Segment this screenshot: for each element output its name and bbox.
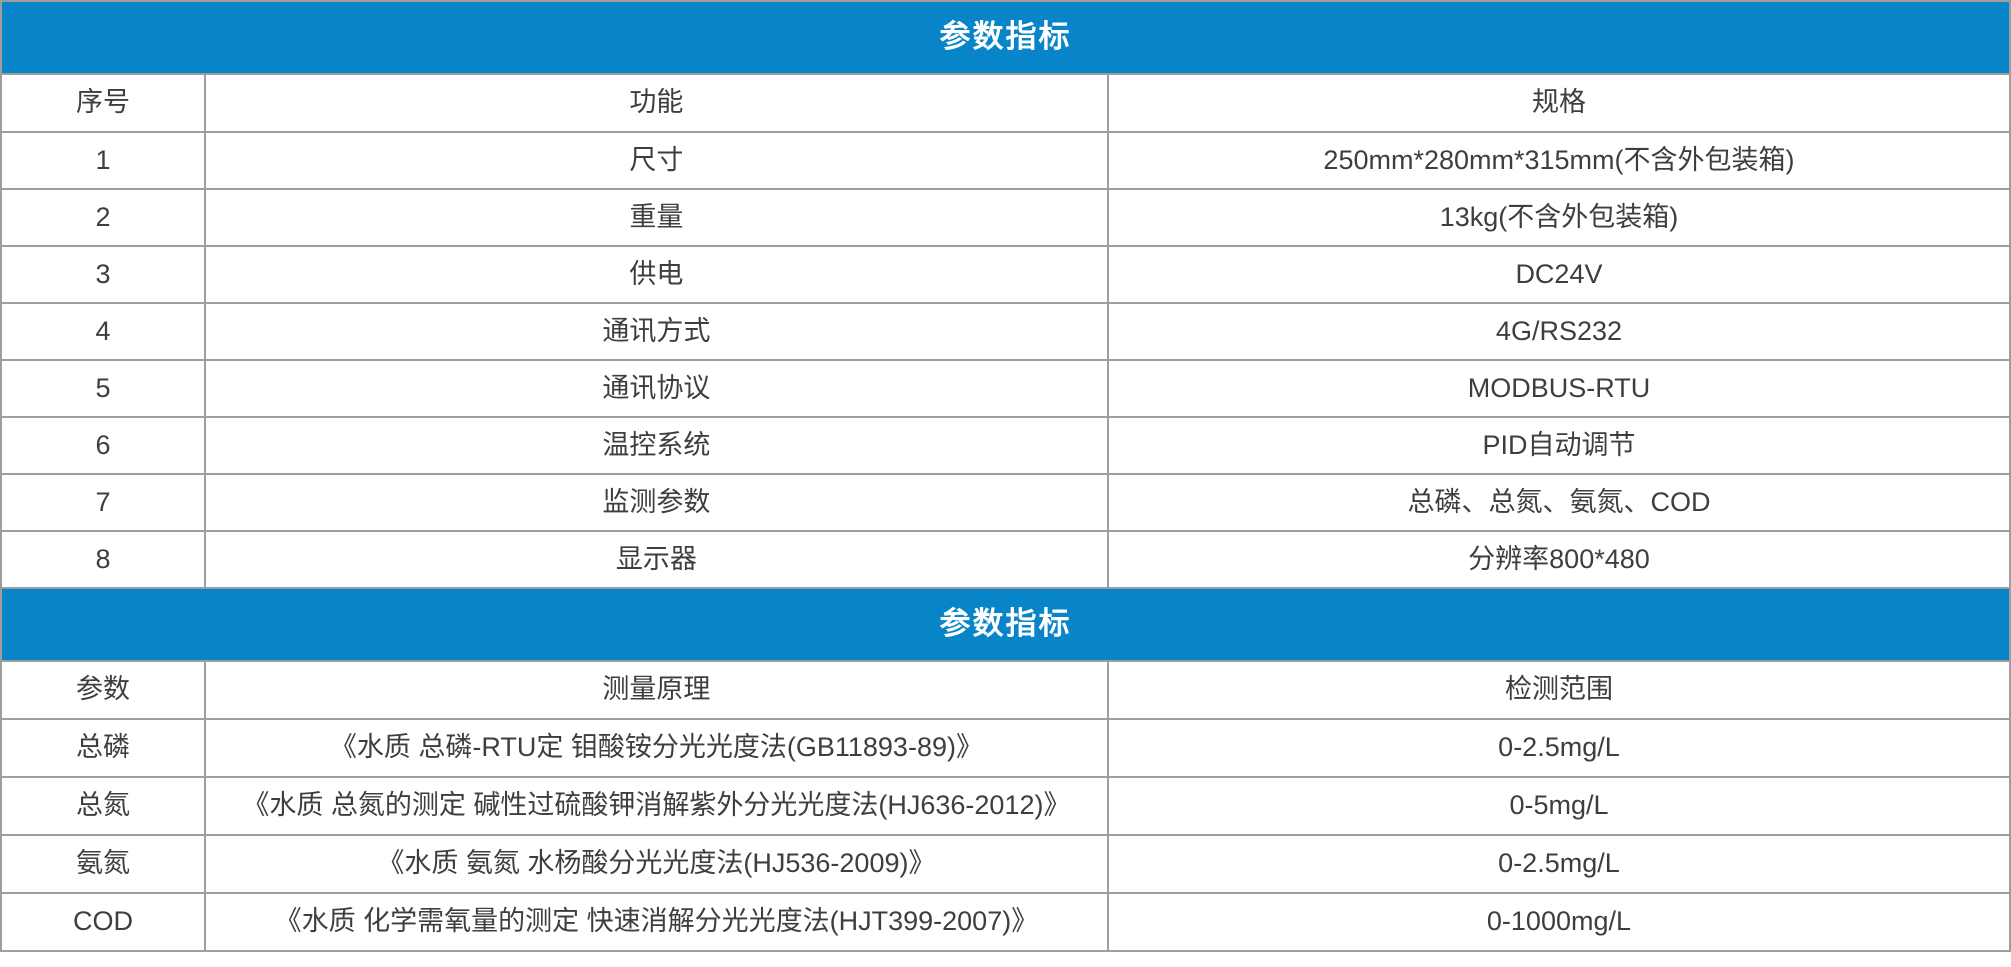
table-row: 氨氮 《水质 氨氮 水杨酸分光光度法(HJ536-2009)》 0-2.5mg/…: [0, 834, 2011, 894]
table-cell: 0-1000mg/L: [1106, 892, 2011, 952]
table-cell: 2: [0, 188, 206, 247]
table-cell: 总氮: [0, 776, 206, 836]
table-cell: 通讯协议: [203, 359, 1109, 418]
table-cell: 7: [0, 473, 206, 532]
table-cell: 《水质 化学需氧量的测定 快速消解分光光度法(HJT399-2007)》: [203, 892, 1109, 952]
table-row: COD 《水质 化学需氧量的测定 快速消解分光光度法(HJT399-2007)》…: [0, 892, 2011, 952]
table-cell: 250mm*280mm*315mm(不含外包装箱): [1106, 131, 2011, 190]
column-header-spec: 规格: [1106, 73, 2011, 133]
table-cell: 温控系统: [203, 416, 1109, 475]
table-cell: 3: [0, 245, 206, 304]
table-row: 8 显示器 分辨率800*480: [0, 530, 2011, 589]
table-cell: 通讯方式: [203, 302, 1109, 361]
column-header-parameter: 参数: [0, 660, 206, 720]
table-row: 1 尺寸 250mm*280mm*315mm(不含外包装箱): [0, 131, 2011, 190]
column-header-range: 检测范围: [1106, 660, 2011, 720]
table-cell: MODBUS-RTU: [1106, 359, 2011, 418]
table-cell: 总磷、总氮、氨氮、COD: [1106, 473, 2011, 532]
table-row: 总氮 《水质 总氮的测定 碱性过硫酸钾消解紫外分光光度法(HJ636-2012)…: [0, 776, 2011, 836]
table-cell: 4G/RS232: [1106, 302, 2011, 361]
table-cell: 总磷: [0, 718, 206, 778]
table-cell: 13kg(不含外包装箱): [1106, 188, 2011, 247]
table-row: 5 通讯协议 MODBUS-RTU: [0, 359, 2011, 418]
table1-header-row: 序号 功能 规格: [0, 73, 2011, 133]
table1-title-band: 参数指标: [1, 0, 2010, 75]
table1-title: 参数指标: [1, 0, 2010, 75]
table2-title-band: 参数指标: [1, 587, 2010, 662]
table-cell: 分辨率800*480: [1106, 530, 2011, 589]
table2-title: 参数指标: [1, 587, 2010, 662]
table-row: 2 重量 13kg(不含外包装箱): [0, 188, 2011, 247]
table-row: 3 供电 DC24V: [0, 245, 2011, 304]
column-header-index: 序号: [0, 73, 206, 133]
table-cell: 0-5mg/L: [1106, 776, 2011, 836]
table-cell: 尺寸: [203, 131, 1109, 190]
table-row: 6 温控系统 PID自动调节: [0, 416, 2011, 475]
table-cell: 监测参数: [203, 473, 1109, 532]
table-cell: 4: [0, 302, 206, 361]
table-cell: 重量: [203, 188, 1109, 247]
table-cell: 0-2.5mg/L: [1106, 718, 2011, 778]
table-row: 7 监测参数 总磷、总氮、氨氮、COD: [0, 473, 2011, 532]
table-cell: 1: [0, 131, 206, 190]
table-row: 4 通讯方式 4G/RS232: [0, 302, 2011, 361]
column-header-principle: 测量原理: [203, 660, 1109, 720]
table-cell: 8: [0, 530, 206, 589]
table-cell: 《水质 总氮的测定 碱性过硫酸钾消解紫外分光光度法(HJ636-2012)》: [203, 776, 1109, 836]
column-header-function: 功能: [203, 73, 1109, 133]
table-row: 总磷 《水质 总磷-RTU定 钼酸铵分光光度法(GB11893-89)》 0-2…: [0, 718, 2011, 778]
table-cell: 氨氮: [0, 834, 206, 894]
table-cell: 显示器: [203, 530, 1109, 589]
table-cell: 6: [0, 416, 206, 475]
table-cell: 《水质 氨氮 水杨酸分光光度法(HJ536-2009)》: [203, 834, 1109, 894]
table2-header-row: 参数 测量原理 检测范围: [0, 660, 2011, 720]
table-cell: DC24V: [1106, 245, 2011, 304]
table-cell: PID自动调节: [1106, 416, 2011, 475]
table-cell: COD: [0, 892, 206, 952]
table-cell: 5: [0, 359, 206, 418]
table-cell: 《水质 总磷-RTU定 钼酸铵分光光度法(GB11893-89)》: [203, 718, 1109, 778]
table-cell: 0-2.5mg/L: [1106, 834, 2011, 894]
table-cell: 供电: [203, 245, 1109, 304]
